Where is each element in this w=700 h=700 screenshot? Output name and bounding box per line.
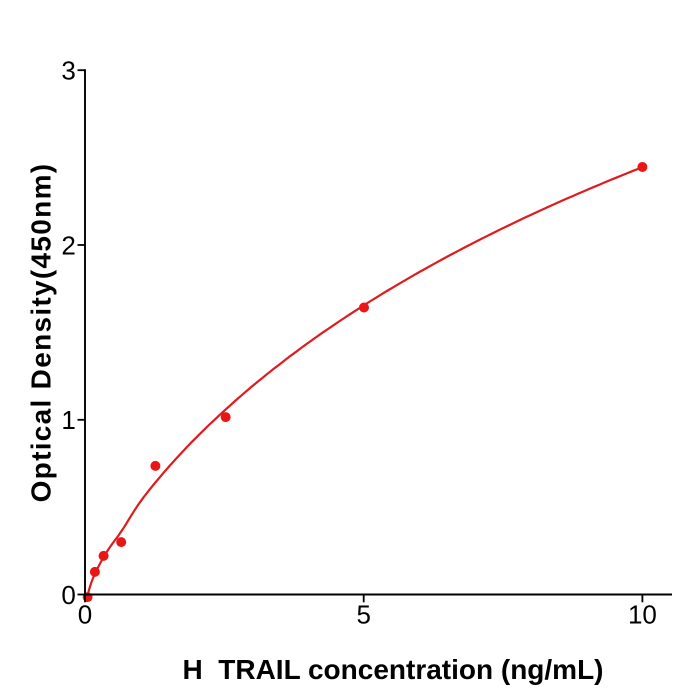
svg-text:10: 10 — [628, 599, 657, 629]
svg-text:5: 5 — [356, 599, 370, 629]
svg-text:0: 0 — [61, 580, 75, 610]
svg-text:2: 2 — [61, 230, 75, 260]
svg-text:0: 0 — [78, 599, 92, 629]
svg-text:3: 3 — [61, 56, 75, 86]
svg-text:1: 1 — [61, 405, 75, 435]
svg-text:H TRAIL concentration (ng/mL): H TRAIL concentration (ng/mL) — [182, 654, 603, 685]
svg-text:Optical Density(450nm): Optical Density(450nm) — [26, 163, 57, 503]
